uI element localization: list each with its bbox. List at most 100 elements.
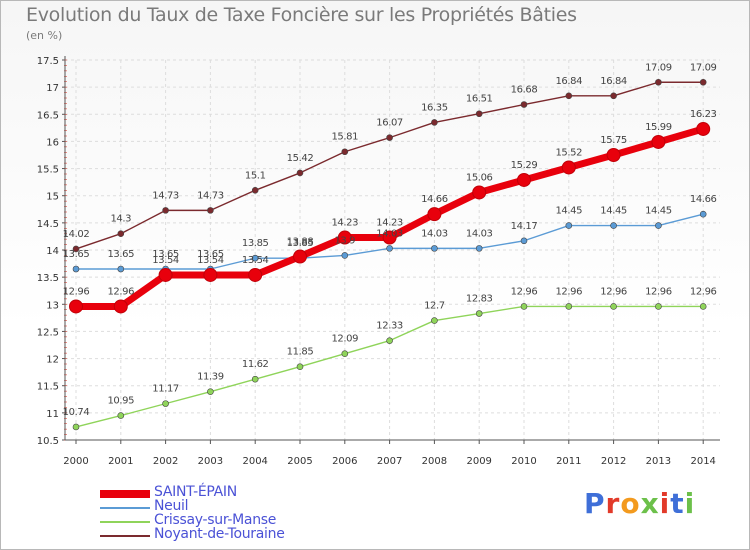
data-point	[341, 350, 349, 357]
logo-letter: P	[584, 487, 606, 520]
logo-letter: r	[605, 487, 621, 520]
data-point	[386, 337, 393, 344]
data-point	[293, 249, 307, 264]
data-point	[337, 230, 352, 245]
data-label: 12.96	[63, 286, 90, 297]
data-point	[203, 267, 218, 282]
x-tick-label: 2005	[287, 456, 312, 467]
data-point	[72, 245, 80, 253]
data-label: 15.52	[555, 147, 582, 158]
data-label: 14.03	[376, 228, 403, 239]
data-label: 13.65	[197, 249, 224, 260]
data-point	[431, 119, 438, 126]
series-group	[69, 78, 711, 431]
y-tick-label: 10.5	[37, 436, 59, 447]
data-label: 14.03	[421, 228, 448, 239]
data-point	[610, 92, 617, 100]
data-point	[162, 400, 169, 407]
data-point	[651, 134, 666, 149]
data-label: 15.06	[466, 172, 493, 183]
data-point	[565, 92, 573, 100]
data-label: 14.02	[63, 229, 90, 240]
data-label: 13.65	[107, 249, 134, 260]
data-point	[655, 78, 662, 86]
data-point	[251, 375, 259, 383]
data-point	[207, 207, 214, 214]
chart-subtitle: (en %)	[26, 29, 63, 42]
data-label: 14.73	[197, 190, 224, 201]
data-label: 16.68	[511, 85, 538, 96]
data-point	[520, 101, 528, 108]
data-point	[382, 230, 397, 245]
data-label: 14.73	[152, 190, 179, 201]
x-tick-label: 2013	[646, 456, 671, 467]
data-label: 13.54	[197, 255, 224, 266]
data-label: 12.96	[645, 286, 672, 297]
data-label: 16.84	[600, 76, 627, 87]
data-label: 16.23	[690, 109, 717, 120]
y-tick-label: 14	[46, 246, 59, 257]
data-label: 13.85	[287, 238, 314, 249]
legend-swatch	[100, 507, 150, 509]
data-point	[565, 222, 573, 229]
data-label: 14.45	[600, 206, 627, 217]
data-point	[431, 245, 438, 252]
y-tick-label: 16.5	[37, 110, 59, 121]
chart-title: Evolution du Taux de Taxe Foncière sur l…	[26, 4, 577, 26]
x-tick-label: 2004	[242, 456, 267, 467]
data-label: 15.1	[245, 170, 266, 181]
data-point	[610, 303, 617, 310]
data-point	[117, 412, 125, 419]
axes: 10.5 11 11.5 12 12.5 13 13.5 14 14.5 15 15.5 16 16.5…	[37, 56, 720, 467]
data-label: 14.03	[466, 228, 493, 239]
data-label: 14.45	[645, 206, 672, 217]
x-tick-label: 2008	[422, 456, 447, 467]
data-point	[610, 222, 617, 229]
data-point	[117, 230, 125, 238]
data-label: 15.75	[600, 135, 627, 146]
data-label: 12.96	[107, 286, 134, 297]
data-point	[72, 423, 80, 431]
logo-letter: t	[670, 487, 685, 520]
data-point	[699, 78, 707, 86]
data-label: 16.07	[376, 118, 403, 129]
data-point	[158, 267, 173, 282]
x-tick-label: 2011	[556, 456, 581, 467]
y-tick-label: 15	[46, 192, 59, 203]
data-point	[517, 172, 531, 187]
x-tick-label: 2002	[153, 456, 178, 467]
y-tick-label: 12.5	[37, 327, 59, 338]
data-label: 11.85	[287, 347, 314, 358]
data-point	[296, 169, 304, 177]
data-label: 12.83	[466, 294, 493, 305]
legend-label: Noyant-de-Touraine	[154, 526, 285, 542]
x-tick-label: 2006	[332, 456, 357, 467]
data-point	[251, 254, 259, 262]
data-label: 15.42	[287, 153, 314, 164]
data-label: 13.65	[152, 249, 179, 260]
data-label: 14.23	[376, 218, 403, 229]
y-tick-label: 11	[46, 409, 59, 420]
data-label: 17.09	[645, 62, 672, 73]
data-label: 13.54	[242, 255, 269, 266]
data-point	[699, 303, 707, 310]
data-point	[341, 148, 349, 156]
logo-letter: o	[620, 487, 641, 520]
x-tick-label: 2010	[511, 456, 536, 467]
data-point	[696, 121, 711, 136]
data-label: 13.9	[334, 235, 355, 246]
data-point	[386, 134, 393, 141]
legend-swatch	[100, 535, 150, 537]
logo-letter: i	[659, 487, 671, 520]
data-label: 13.88	[287, 237, 314, 248]
data-point	[475, 310, 483, 317]
data-label: 15.29	[511, 160, 538, 171]
data-label: 11.17	[152, 384, 179, 395]
data-label: 12.96	[511, 286, 538, 297]
x-tick-label: 2012	[601, 456, 626, 467]
legend-label: SAINT-ÉPAIN	[154, 484, 237, 500]
data-label: 13.65	[63, 249, 90, 260]
data-label: 14.66	[690, 194, 717, 205]
data-label: 14.3	[110, 214, 131, 225]
data-point	[606, 148, 621, 162]
